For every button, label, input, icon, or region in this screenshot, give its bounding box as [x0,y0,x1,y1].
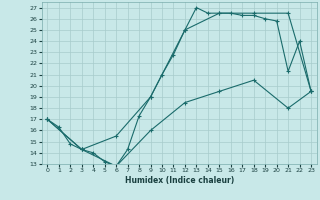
X-axis label: Humidex (Indice chaleur): Humidex (Indice chaleur) [124,176,234,185]
